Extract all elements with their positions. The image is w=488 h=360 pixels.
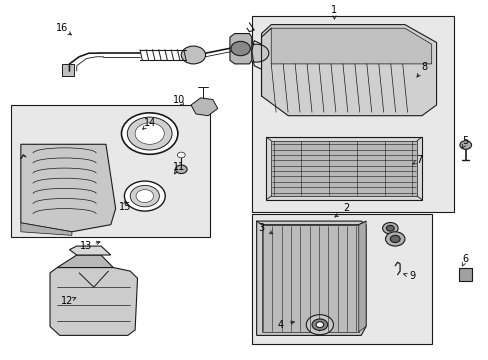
Circle shape: [124, 181, 165, 211]
Text: 5: 5: [462, 136, 468, 146]
Text: 11: 11: [172, 162, 184, 172]
Circle shape: [382, 222, 397, 234]
Polygon shape: [191, 98, 217, 116]
Polygon shape: [358, 221, 366, 332]
Polygon shape: [261, 24, 436, 116]
Circle shape: [177, 152, 185, 158]
Circle shape: [175, 165, 187, 174]
Circle shape: [181, 46, 205, 64]
Text: 7: 7: [416, 156, 422, 165]
Text: 6: 6: [462, 253, 468, 264]
Text: 8: 8: [421, 63, 427, 72]
Circle shape: [130, 185, 159, 207]
Bar: [11, 105, 210, 237]
Circle shape: [315, 322, 323, 328]
Circle shape: [121, 113, 178, 154]
Circle shape: [389, 235, 399, 243]
Text: 10: 10: [172, 95, 184, 105]
Circle shape: [305, 315, 333, 335]
Bar: [251, 16, 453, 212]
Bar: [62, 64, 74, 76]
Bar: [261, 225, 358, 332]
Polygon shape: [229, 33, 251, 64]
Bar: [271, 141, 416, 196]
Bar: [266, 137, 421, 200]
Circle shape: [459, 141, 470, 149]
Circle shape: [135, 123, 164, 144]
Text: 2: 2: [343, 203, 349, 213]
Text: 3: 3: [258, 223, 264, 233]
Polygon shape: [271, 28, 431, 64]
Circle shape: [244, 44, 268, 62]
Polygon shape: [21, 144, 116, 232]
Polygon shape: [57, 255, 113, 267]
Text: 14: 14: [143, 118, 156, 128]
Text: 16: 16: [56, 23, 68, 33]
Circle shape: [136, 190, 153, 203]
Bar: [251, 214, 431, 344]
Polygon shape: [21, 223, 72, 235]
Text: 15: 15: [119, 202, 131, 212]
Text: 9: 9: [408, 271, 414, 282]
Circle shape: [385, 232, 404, 246]
Text: 1: 1: [331, 5, 337, 15]
Text: 12: 12: [61, 296, 73, 306]
Circle shape: [311, 319, 327, 330]
Circle shape: [127, 117, 172, 150]
Circle shape: [230, 41, 250, 56]
Polygon shape: [69, 246, 111, 255]
Text: 13: 13: [80, 241, 92, 251]
Text: 4: 4: [277, 320, 284, 330]
Polygon shape: [50, 267, 137, 336]
Bar: [458, 267, 471, 281]
Polygon shape: [256, 221, 366, 336]
Circle shape: [386, 225, 393, 231]
